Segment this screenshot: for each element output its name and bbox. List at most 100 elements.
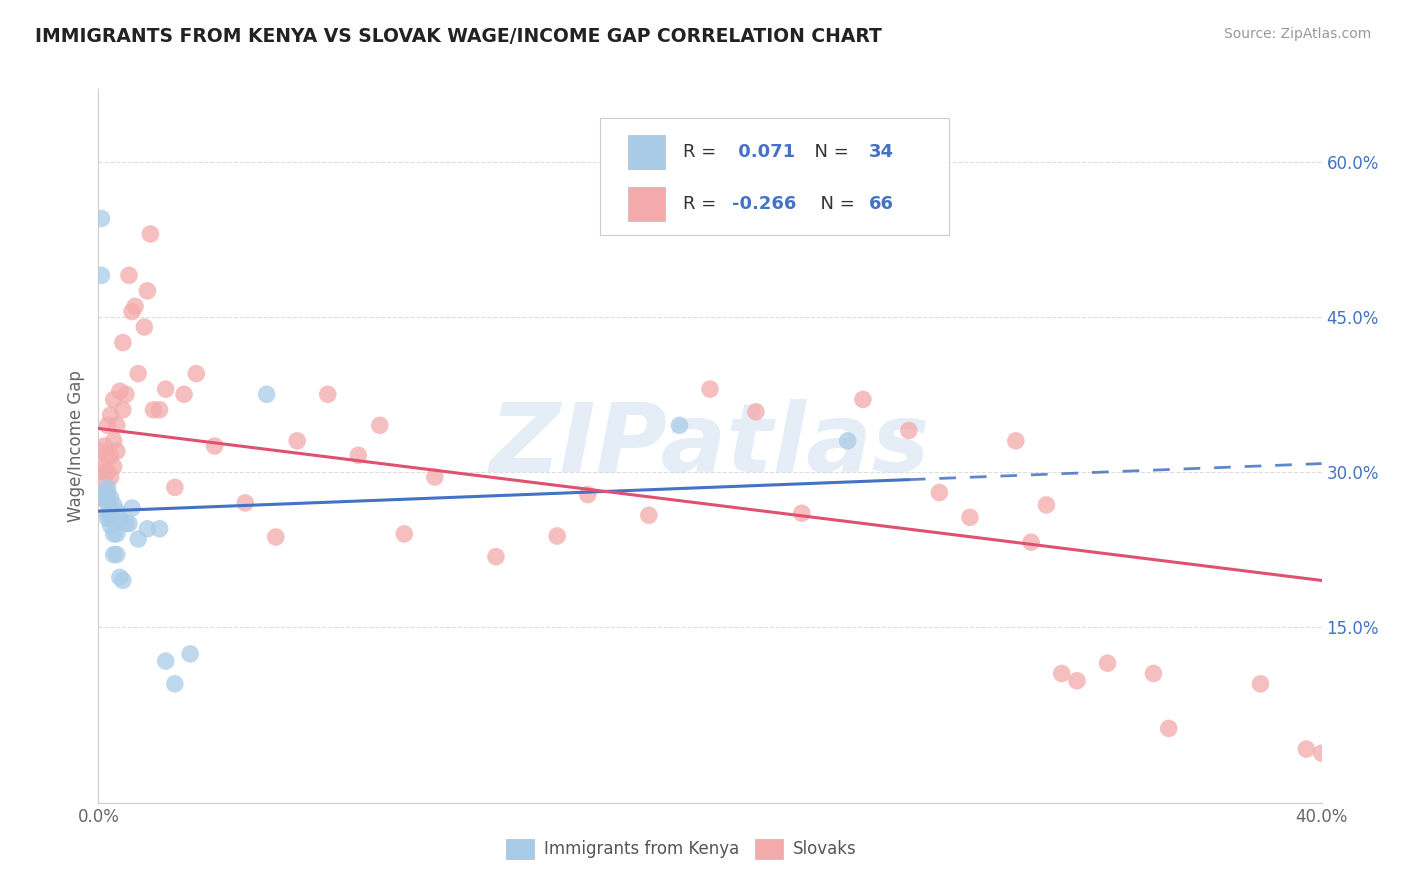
Point xyxy=(90,268,112,283)
Point xyxy=(139,227,162,241)
Point xyxy=(103,392,125,407)
Point xyxy=(1295,742,1317,756)
Point xyxy=(100,511,122,525)
Point xyxy=(108,570,131,584)
FancyBboxPatch shape xyxy=(600,118,949,235)
Point xyxy=(745,405,768,419)
Text: N =: N = xyxy=(808,195,860,213)
Point xyxy=(115,516,138,531)
Point xyxy=(204,439,226,453)
Point xyxy=(256,387,278,401)
Point xyxy=(121,304,143,318)
Point xyxy=(97,465,120,479)
Point xyxy=(142,402,165,417)
Point xyxy=(1035,498,1057,512)
Point xyxy=(485,549,508,564)
Point xyxy=(100,450,122,464)
Point xyxy=(852,392,875,407)
Point xyxy=(790,506,813,520)
Point xyxy=(105,444,128,458)
Point xyxy=(546,529,568,543)
Point xyxy=(264,530,287,544)
Text: 34: 34 xyxy=(869,144,894,161)
Point xyxy=(316,387,339,401)
Point xyxy=(423,470,446,484)
Point xyxy=(959,510,981,524)
Point xyxy=(100,506,122,520)
Point xyxy=(1004,434,1026,448)
Point xyxy=(103,498,125,512)
Point xyxy=(1019,535,1042,549)
Text: Slovaks: Slovaks xyxy=(793,840,856,858)
Point xyxy=(108,384,131,399)
Text: IMMIGRANTS FROM KENYA VS SLOVAK WAGE/INCOME GAP CORRELATION CHART: IMMIGRANTS FROM KENYA VS SLOVAK WAGE/INC… xyxy=(35,27,882,45)
Point xyxy=(111,402,134,417)
Point xyxy=(163,480,186,494)
Point xyxy=(105,504,128,518)
Point xyxy=(668,418,690,433)
Point xyxy=(285,434,308,448)
Point xyxy=(118,516,141,531)
Point xyxy=(90,491,112,505)
Point xyxy=(93,491,115,505)
Point xyxy=(115,387,138,401)
Point xyxy=(105,418,128,433)
Point xyxy=(699,382,721,396)
Point xyxy=(1249,677,1271,691)
Point xyxy=(103,459,125,474)
Point xyxy=(93,459,115,474)
Point xyxy=(368,418,391,433)
Point xyxy=(1142,666,1164,681)
Point xyxy=(108,511,131,525)
Point xyxy=(155,654,177,668)
Point xyxy=(93,475,115,490)
Point xyxy=(163,677,186,691)
Point xyxy=(637,508,661,523)
Point xyxy=(97,511,120,525)
Point xyxy=(100,408,122,422)
Point xyxy=(97,418,120,433)
Point xyxy=(134,320,156,334)
Text: N =: N = xyxy=(803,144,855,161)
Point xyxy=(127,532,149,546)
Point xyxy=(100,470,122,484)
Point xyxy=(837,434,859,448)
Text: Source: ZipAtlas.com: Source: ZipAtlas.com xyxy=(1223,27,1371,41)
Text: R =: R = xyxy=(683,195,723,213)
Point xyxy=(90,444,112,458)
Point xyxy=(1157,722,1180,736)
Y-axis label: Wage/Income Gap: Wage/Income Gap xyxy=(66,370,84,522)
Point xyxy=(90,211,112,226)
Point xyxy=(149,402,172,417)
Point xyxy=(97,496,120,510)
Point xyxy=(897,424,920,438)
Point xyxy=(118,268,141,283)
Text: Immigrants from Kenya: Immigrants from Kenya xyxy=(544,840,740,858)
Point xyxy=(1097,656,1119,670)
Text: ZIPatlas: ZIPatlas xyxy=(489,400,931,492)
Point xyxy=(111,335,134,350)
Point xyxy=(90,465,112,479)
Point xyxy=(928,485,950,500)
Point xyxy=(100,518,122,533)
Point xyxy=(576,487,599,501)
Point xyxy=(97,480,120,494)
Point xyxy=(97,485,120,500)
Point xyxy=(173,387,195,401)
FancyBboxPatch shape xyxy=(628,136,665,169)
Point xyxy=(105,527,128,541)
Point xyxy=(103,527,125,541)
Point xyxy=(103,434,125,448)
Point xyxy=(179,647,201,661)
Point xyxy=(97,491,120,505)
Point xyxy=(1050,666,1073,681)
FancyBboxPatch shape xyxy=(628,187,665,221)
Point xyxy=(186,367,208,381)
Text: R =: R = xyxy=(683,144,723,161)
Point xyxy=(149,522,172,536)
Point xyxy=(155,382,177,396)
Point xyxy=(103,548,125,562)
Point xyxy=(93,439,115,453)
Point xyxy=(1066,673,1088,688)
Point xyxy=(100,491,122,505)
